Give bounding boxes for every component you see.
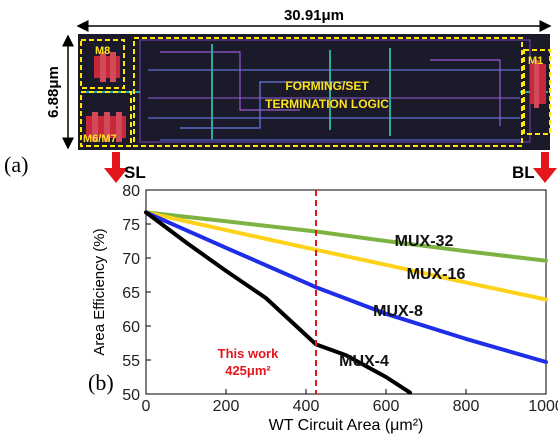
y-axis-ticks: 50 55 60 65 70 75 80 (122, 183, 151, 404)
series-label-mux-8: MUX-8 (373, 303, 423, 320)
x-tick-label: 400 (293, 398, 320, 415)
block-logic-label-line1: FORMING/SET (285, 79, 369, 93)
transistor-m6m7-shapes (86, 112, 126, 142)
height-dimension-label: 6.88μm (45, 66, 62, 118)
transistor-m1-shapes (530, 60, 546, 108)
block-m8-outline (80, 39, 125, 89)
layout-panel: 30.91μm 6.88μm (4, 7, 557, 183)
y-tick-label: 70 (122, 251, 140, 268)
series-label-mux-16: MUX-16 (407, 266, 466, 283)
x-axis-ticks: 0 200 400 600 800 1000 (142, 389, 558, 415)
x-tick-label: 200 (213, 398, 240, 415)
series-line-mux-4 (144, 210, 412, 395)
die-background (78, 34, 550, 150)
width-dimension-label: 30.91μm (284, 7, 344, 24)
bl-arrow (533, 152, 557, 183)
y-tick-label: 75 (122, 217, 140, 234)
series-line-mux-8 (144, 210, 548, 364)
marker-label-line2: 425μm² (225, 363, 271, 378)
bl-label: BL (512, 163, 535, 182)
series-lines (144, 210, 548, 395)
block-m8-label: M8 (95, 45, 110, 57)
block-m6m7-outline (80, 91, 132, 147)
block-m6m7-label: M6/M7 (83, 133, 117, 145)
series-labels: MUX-32 MUX-16 MUX-8 MUX-4 (339, 233, 465, 370)
block-m1-outline (523, 49, 551, 135)
x-tick-label: 600 (373, 398, 400, 415)
y-tick-label: 55 (122, 353, 140, 370)
series-line-mux-32 (144, 210, 548, 263)
x-tick-label: 800 (453, 398, 480, 415)
sl-arrow (104, 152, 128, 183)
y-tick-label: 50 (122, 387, 140, 404)
y-tick-label: 65 (122, 285, 140, 302)
panel-a-label: (a) (4, 152, 28, 177)
series-label-mux-32: MUX-32 (395, 233, 454, 250)
series-label-mux-4: MUX-4 (339, 353, 389, 370)
panel-b-label: (b) (88, 370, 114, 395)
y-axis-label: Area Efficiency (%) (91, 228, 108, 355)
plot-frame (145, 189, 547, 395)
x-tick-label: 0 (142, 398, 151, 415)
x-tick-label: 1000 (528, 398, 558, 415)
block-logic-outline (133, 37, 523, 147)
sl-label: SL (124, 163, 146, 182)
x-axis-label: WT Circuit Area (μm²) (269, 417, 424, 434)
marker-label-line1: This work (218, 346, 279, 361)
block-m1-label: M1 (528, 55, 543, 67)
y-tick-label: 60 (122, 319, 140, 336)
transistor-m8-shapes (94, 52, 120, 82)
series-line-mux-16 (144, 210, 548, 302)
y-tick-label: 80 (122, 183, 140, 200)
block-logic-label-line2: TERMINATION LOGIC (265, 97, 389, 111)
